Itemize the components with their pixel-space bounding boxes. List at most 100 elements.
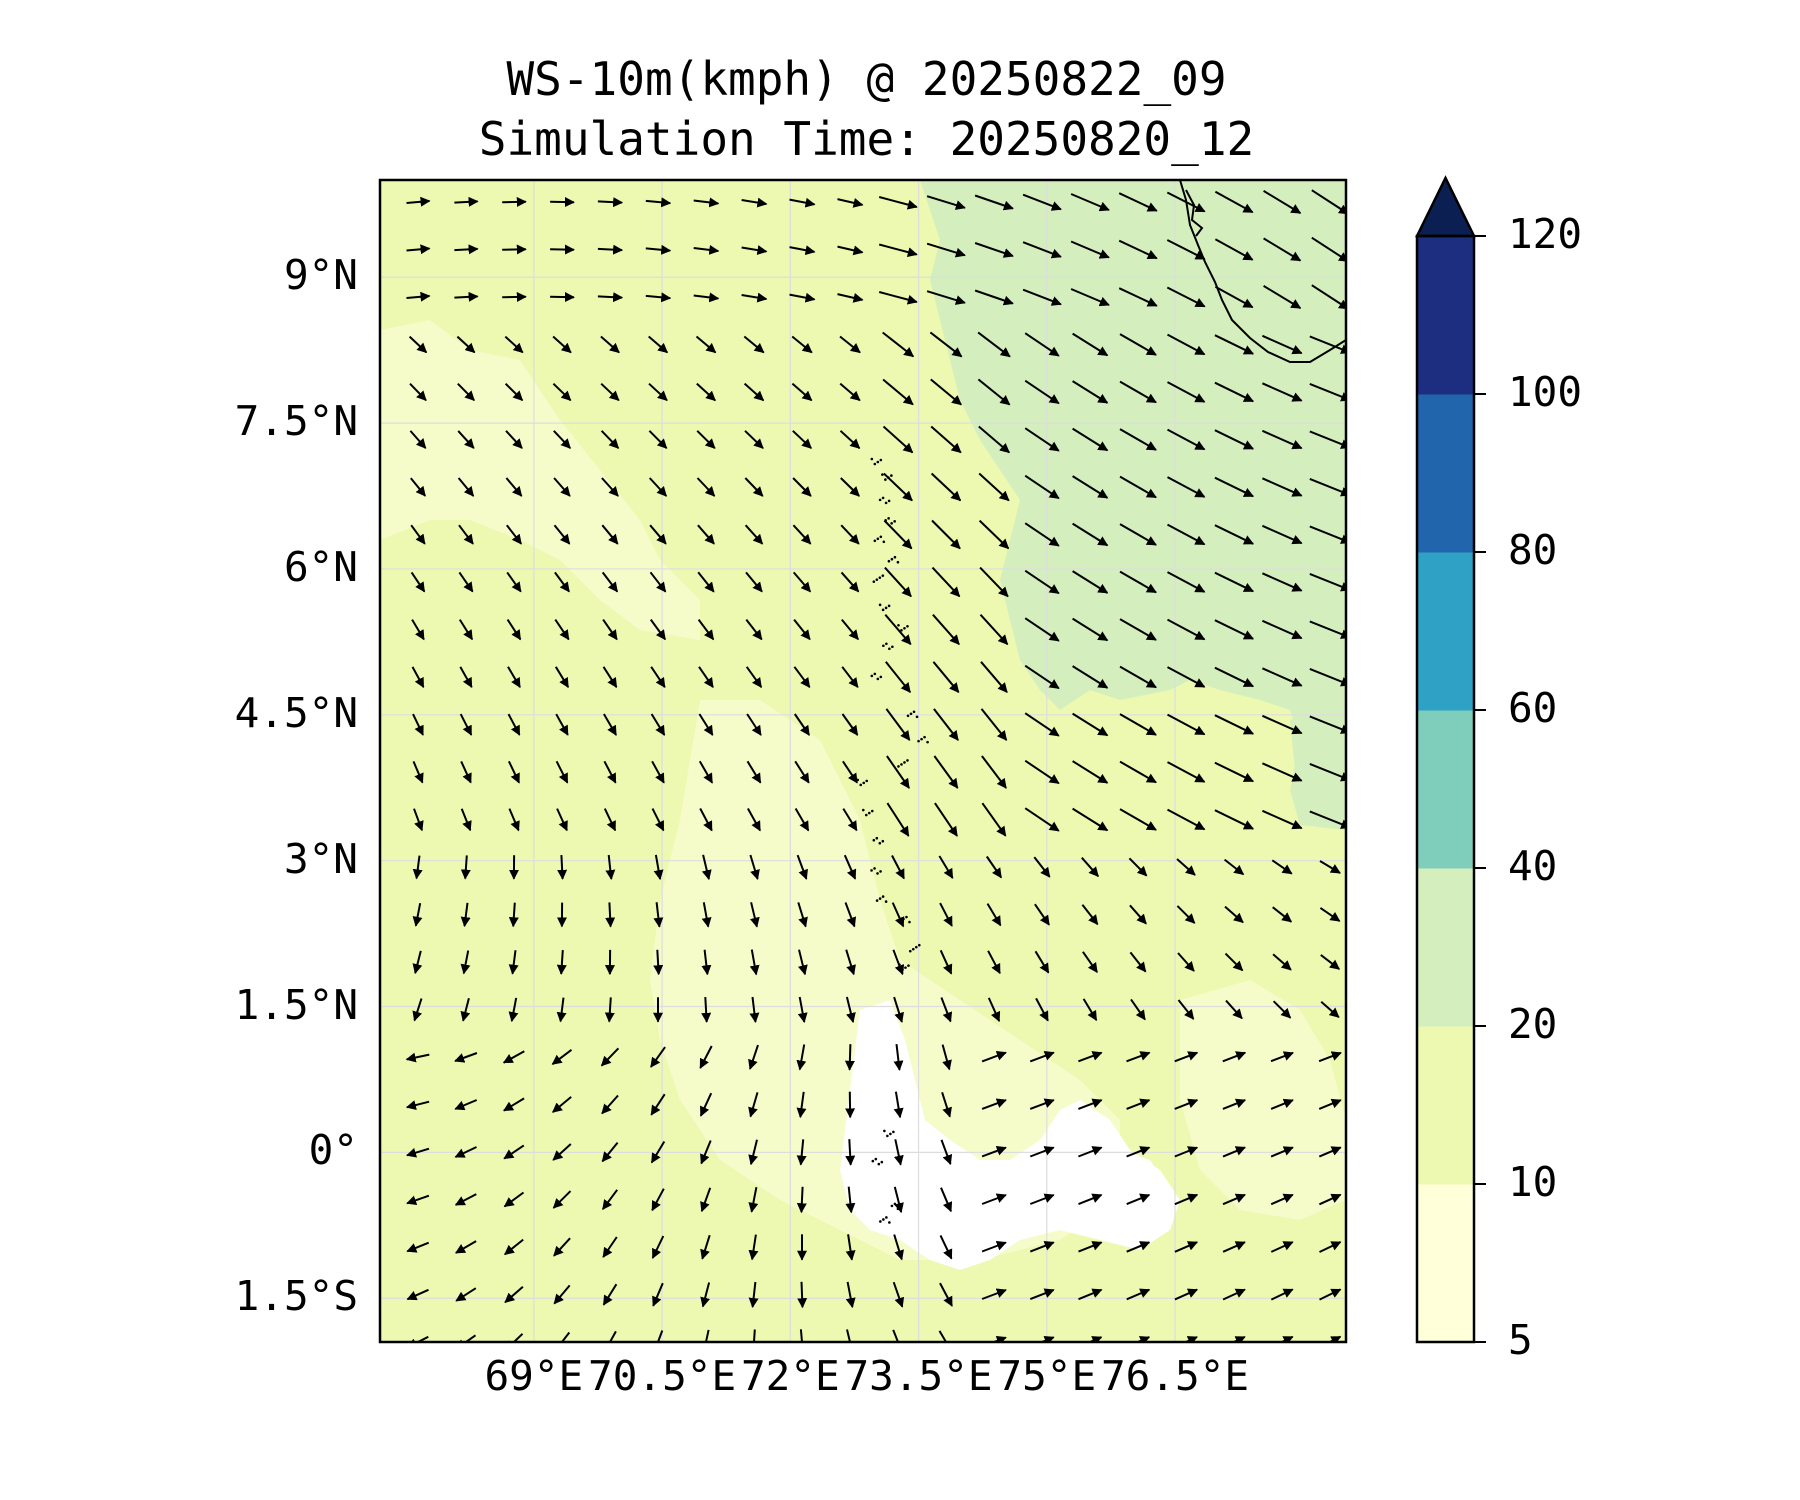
wind-vector-arrow <box>931 566 961 598</box>
wind-vector-arrow <box>553 477 571 497</box>
wind-vector-arrow <box>978 425 1010 454</box>
wind-vector-arrow <box>410 571 426 593</box>
wind-vector-arrow <box>941 1044 952 1071</box>
wind-vector-arrow <box>460 950 471 975</box>
wind-vector-arrow <box>693 197 720 208</box>
wind-vector-arrow <box>1327 1335 1342 1342</box>
wind-vector-arrow <box>1119 380 1157 404</box>
wind-vector-arrow <box>645 197 672 208</box>
island-dot <box>891 645 894 649</box>
wind-vector-arrow <box>926 242 966 258</box>
wind-vector-arrow <box>794 807 810 832</box>
lat-tick-label: 3°N <box>283 834 358 883</box>
island-dot <box>883 1129 886 1133</box>
wind-vector-arrow <box>1119 808 1157 831</box>
island-dot <box>879 458 883 462</box>
wind-vector-arrow <box>1222 1146 1246 1158</box>
wind-vector-arrow <box>1270 1146 1294 1158</box>
island-dot <box>905 915 908 919</box>
wind-vector-arrow <box>555 713 569 736</box>
map-title-line1: WS-10m(kmph) @ 20250822_09 <box>506 52 1227 106</box>
wind-vector-arrow <box>410 524 426 545</box>
wind-vector-arrow <box>605 902 616 928</box>
island-dot <box>861 808 865 812</box>
wind-vector-arrow <box>454 244 479 255</box>
wind-vector-arrow <box>940 1187 953 1213</box>
wind-vector-arrow <box>1270 1051 1294 1063</box>
wind-vector-arrow <box>1024 474 1060 500</box>
wind-vector-arrow <box>1261 572 1303 592</box>
wind-vector-arrow <box>1029 1193 1055 1205</box>
lon-tick-label: 72°E <box>740 1352 840 1400</box>
wind-vector-arrow <box>893 1186 904 1214</box>
wind-vector-arrow <box>459 666 473 688</box>
wind-vector-arrow <box>1167 666 1206 688</box>
wind-vector-arrow <box>885 708 911 741</box>
wind-vector-arrow <box>746 713 762 736</box>
wind-vector-arrow <box>1130 998 1146 1021</box>
wind-vector-arrow <box>845 1186 856 1214</box>
wind-vector-arrow <box>1214 571 1254 593</box>
wind-vector-arrow <box>1022 193 1062 211</box>
wind-vector-arrow <box>1369 956 1388 969</box>
island-dot <box>897 623 900 627</box>
wind-vector-arrow <box>1261 429 1303 450</box>
wind-vector-arrow <box>891 902 905 928</box>
wind-vector-arrow <box>1166 286 1206 308</box>
island-dot <box>876 677 880 681</box>
wind-vector-arrow <box>700 1282 711 1308</box>
wind-vector-arrow <box>1368 862 1388 873</box>
wind-vector-arrow <box>1024 759 1060 785</box>
wind-vector-arrow <box>891 855 905 880</box>
wind-vector-arrow <box>933 708 959 741</box>
wind-vector-arrow <box>1357 622 1398 637</box>
wind-vector-arrow <box>406 1194 430 1206</box>
colorbar-tick-label: 20 <box>1508 1000 1558 1048</box>
island-dot <box>911 947 915 951</box>
wind-vector-arrow <box>745 571 763 593</box>
island-dot <box>923 735 926 739</box>
wind-vector-arrow <box>841 666 859 688</box>
island-dot <box>888 1221 891 1224</box>
wind-vector-arrow <box>1035 997 1049 1022</box>
wind-vector-arrow <box>1272 953 1292 971</box>
wind-vector-arrow <box>1222 1288 1246 1301</box>
wind-vector-arrow <box>1167 618 1206 641</box>
wind-vector-arrow <box>1174 1193 1199 1206</box>
wind-vector-arrow <box>934 802 958 837</box>
wind-vector-arrow <box>745 666 763 689</box>
wind-vector-arrow <box>842 760 858 784</box>
wind-vector-arrow <box>744 524 764 545</box>
wind-vector-arrow <box>841 713 859 736</box>
wind-vector-arrow <box>1078 1098 1103 1110</box>
wind-vector-arrow <box>1309 762 1346 782</box>
wind-vector-arrow <box>987 997 1001 1023</box>
wind-vector-arrow <box>929 331 963 358</box>
wind-vector-arrow <box>797 1281 808 1309</box>
island-dot <box>909 712 913 716</box>
wind-vector-arrow <box>878 243 918 258</box>
wind-vector-arrow <box>791 335 813 354</box>
wind-vector-arrow <box>553 1237 571 1257</box>
wind-vector-arrow <box>1070 240 1110 259</box>
wind-vector-arrow <box>454 1052 478 1063</box>
wind-vector-arrow <box>892 1329 900 1342</box>
wind-vector-arrow <box>597 244 624 255</box>
wind-vector-arrow <box>792 571 812 593</box>
calm-patch-central <box>650 700 1120 1260</box>
wind-vector-arrow <box>649 619 667 641</box>
island-dot <box>884 501 888 505</box>
wind-vector-arrow <box>699 808 713 832</box>
island-dot <box>870 809 874 813</box>
wind-vector-arrow <box>839 335 861 354</box>
wind-vector-arrow <box>700 1234 711 1260</box>
wind-vector-arrow <box>1024 569 1060 595</box>
wind-vector-arrow <box>1024 522 1060 547</box>
wind-vector-arrow <box>844 902 857 928</box>
wind-vector-arrow <box>1360 237 1396 262</box>
wind-vector-arrow <box>1214 190 1254 214</box>
wind-vector-arrow <box>504 382 524 402</box>
wind-vector-arrow <box>650 1140 666 1164</box>
wind-vector-arrow <box>1072 617 1109 642</box>
